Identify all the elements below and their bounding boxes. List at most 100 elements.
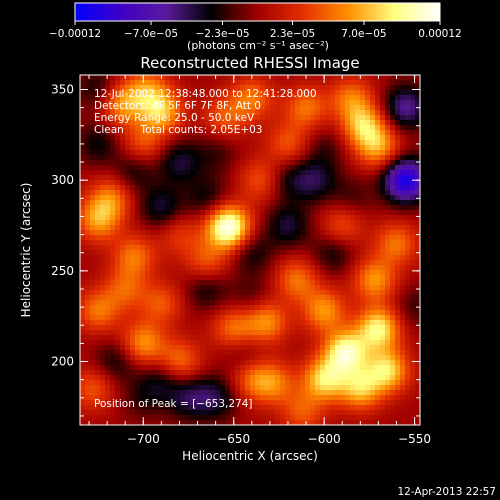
heatmap-cell [305, 75, 311, 81]
heatmap-cell [410, 160, 416, 166]
heatmap-cell [245, 220, 251, 226]
heatmap-cell [155, 355, 161, 361]
heatmap-cell [245, 285, 251, 291]
heatmap-cell [160, 320, 166, 326]
heatmap-cell [200, 130, 206, 136]
heatmap-cell [110, 225, 116, 231]
heatmap-cell [320, 265, 326, 271]
heatmap-cell [350, 395, 356, 401]
heatmap-cell [415, 305, 420, 311]
heatmap-cell [375, 195, 381, 201]
heatmap-cell [390, 140, 396, 146]
heatmap-cell [110, 180, 116, 186]
heatmap-cell [165, 180, 171, 186]
heatmap-cell [400, 150, 406, 156]
heatmap-cell [320, 285, 326, 291]
heatmap-cell [205, 340, 211, 346]
heatmap-cell [200, 395, 206, 401]
heatmap-cell [150, 290, 156, 296]
heatmap-cell [180, 340, 186, 346]
heatmap-cell [355, 360, 361, 366]
heatmap-cell [135, 370, 141, 376]
heatmap-cell [260, 75, 266, 81]
heatmap-cell [410, 115, 416, 121]
heatmap-cell [225, 290, 231, 296]
heatmap-cell [415, 230, 420, 236]
heatmap-cell [285, 260, 291, 266]
heatmap-cell [140, 250, 146, 256]
heatmap-cell [190, 360, 196, 366]
heatmap-cell [350, 235, 356, 241]
heatmap-cell [275, 275, 281, 281]
heatmap-cell [305, 110, 311, 116]
heatmap-cell [145, 345, 151, 351]
heatmap-cell [370, 210, 376, 216]
heatmap-cell [300, 265, 306, 271]
heatmap-cell [265, 75, 271, 81]
heatmap-cell [340, 320, 346, 326]
heatmap-cell [300, 85, 306, 91]
heatmap-cell [360, 300, 366, 306]
heatmap-cell [385, 115, 391, 121]
heatmap-cell [190, 140, 196, 146]
heatmap-cell [390, 220, 396, 226]
heatmap-cell [190, 335, 196, 341]
heatmap-cell [155, 305, 161, 311]
heatmap-cell [85, 395, 91, 401]
heatmap-cell [240, 110, 246, 116]
heatmap-cell [335, 420, 341, 425]
heatmap-cell [175, 160, 181, 166]
heatmap-cell [235, 260, 241, 266]
heatmap-cell [395, 275, 401, 281]
heatmap-cell [145, 145, 151, 151]
heatmap-cell [215, 150, 221, 156]
heatmap-cell [80, 120, 86, 126]
heatmap-cell [215, 335, 221, 341]
heatmap-cell [210, 360, 216, 366]
heatmap-cell [115, 115, 121, 121]
heatmap-cell [375, 265, 381, 271]
heatmap-cell [405, 195, 411, 201]
heatmap-cell [100, 95, 106, 101]
heatmap-cell [400, 300, 406, 306]
heatmap-cell [210, 295, 216, 301]
heatmap-cell [220, 140, 226, 146]
heatmap-cell [150, 285, 156, 291]
heatmap-cell [380, 185, 386, 191]
heatmap-cell [185, 190, 191, 196]
heatmap-cell [255, 140, 261, 146]
heatmap-cell [380, 240, 386, 246]
heatmap-cell [115, 105, 121, 111]
heatmap-cell [225, 270, 231, 276]
heatmap-cell [290, 370, 296, 376]
heatmap-cell [185, 200, 191, 206]
heatmap-cell [225, 150, 231, 156]
heatmap-cell [400, 330, 406, 336]
heatmap-cell [160, 185, 166, 191]
heatmap-cell [410, 320, 416, 326]
heatmap-cell [220, 215, 226, 221]
heatmap-cell [175, 415, 181, 421]
heatmap-cell [390, 225, 396, 231]
heatmap-cell [180, 240, 186, 246]
heatmap-cell [350, 130, 356, 136]
heatmap-cell [280, 215, 286, 221]
heatmap-cell [245, 190, 251, 196]
heatmap-cell [405, 255, 411, 261]
heatmap-cell [410, 375, 416, 381]
heatmap-cell [235, 355, 241, 361]
heatmap-cell [255, 420, 261, 425]
heatmap-cell [135, 225, 141, 231]
heatmap-cell [380, 230, 386, 236]
heatmap-cell [415, 285, 420, 291]
heatmap-cell [365, 375, 371, 381]
heatmap-cell [85, 260, 91, 266]
heatmap-cell [85, 335, 91, 341]
heatmap-cell [385, 160, 391, 166]
heatmap-cell [345, 260, 351, 266]
heatmap-cell [275, 420, 281, 425]
heatmap-cell [280, 270, 286, 276]
heatmap-cell [325, 90, 331, 96]
heatmap-cell [315, 210, 321, 216]
heatmap-cell [365, 370, 371, 376]
